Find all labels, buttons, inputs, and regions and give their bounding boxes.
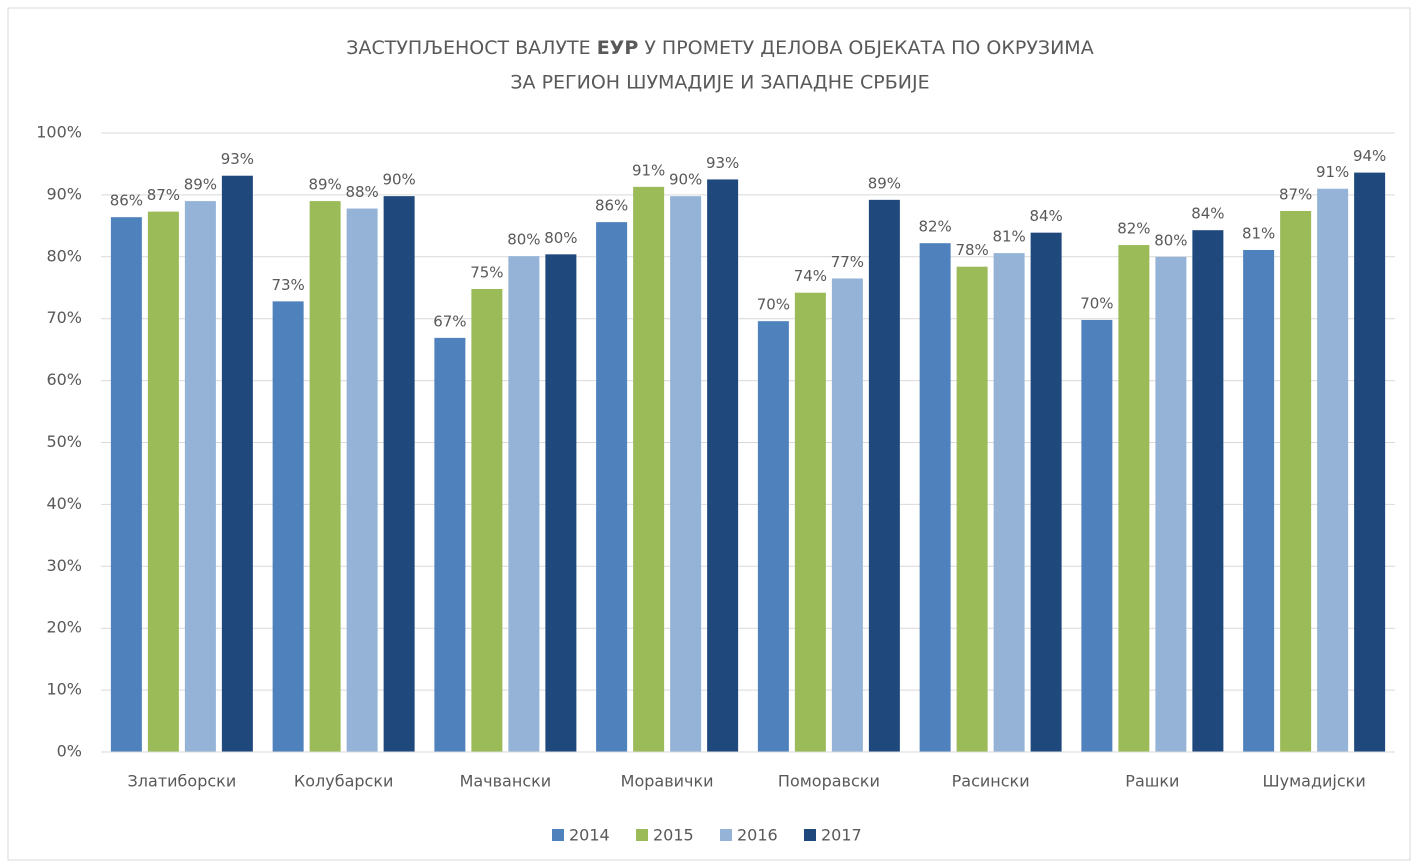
data-label: 84% <box>1029 207 1062 225</box>
bar <box>346 208 378 752</box>
x-tick-label: Поморавски <box>778 772 880 791</box>
y-tick-label: 0% <box>57 742 82 761</box>
y-tick-label: 70% <box>46 308 82 327</box>
data-label: 67% <box>433 312 466 330</box>
y-tick-label: 100% <box>36 123 82 142</box>
data-label: 81% <box>1242 224 1275 242</box>
data-label: 89% <box>308 176 341 194</box>
data-label: 86% <box>595 197 628 215</box>
bar <box>471 288 503 752</box>
bar <box>670 196 702 752</box>
legend-swatch <box>720 829 732 841</box>
legend-label: 2016 <box>737 826 778 845</box>
data-label: 80% <box>507 231 540 249</box>
data-label: 91% <box>1316 163 1349 181</box>
bar <box>1243 249 1275 752</box>
y-tick-label: 80% <box>46 246 82 265</box>
data-label: 94% <box>1353 147 1386 165</box>
y-tick-label: 30% <box>46 556 82 575</box>
y-tick-label: 20% <box>46 618 82 637</box>
x-tick-label: Шумадијски <box>1263 772 1366 791</box>
title-part: ЕУР <box>597 37 639 59</box>
bar <box>545 254 577 752</box>
bar <box>707 179 739 753</box>
bar <box>309 201 341 753</box>
data-label: 90% <box>669 171 702 189</box>
chart-subtitle: ЗА РЕГИОН ШУМАДИЈЕ И ЗАПАДНЕ СРБИЈЕ <box>510 72 929 94</box>
data-label: 84% <box>1191 205 1224 223</box>
bar <box>508 256 540 752</box>
y-tick-label: 10% <box>46 680 82 699</box>
title-part: У ПРОМЕТУ ДЕЛОВА ОБЈЕКАТА ПО ОКРУЗИМА <box>644 37 1093 59</box>
bar <box>794 292 826 752</box>
legend-label: 2017 <box>821 826 862 845</box>
data-label: 70% <box>1080 294 1113 312</box>
bar <box>147 211 179 752</box>
data-label: 93% <box>706 154 739 172</box>
data-label: 82% <box>918 218 951 236</box>
bar <box>272 301 304 752</box>
x-tick-label: Рашки <box>1125 772 1179 791</box>
y-tick-label: 50% <box>46 432 82 451</box>
data-label: 89% <box>184 176 217 194</box>
data-label: 80% <box>1154 231 1187 249</box>
y-tick-label: 40% <box>46 494 82 513</box>
title-part: ЗАСТУПЉЕНОСТ ВАЛУТЕ <box>346 37 590 59</box>
bar <box>919 243 951 752</box>
data-label: 89% <box>868 174 901 192</box>
y-tick-label: 60% <box>46 370 82 389</box>
bar <box>110 217 142 752</box>
legend-swatch <box>552 829 564 841</box>
bar <box>221 175 253 752</box>
bar <box>1118 245 1150 752</box>
data-label: 80% <box>544 229 577 247</box>
legend-swatch <box>636 829 648 841</box>
bar <box>633 186 665 752</box>
bar <box>993 253 1025 752</box>
data-label: 70% <box>757 296 790 314</box>
data-label: 87% <box>147 186 180 204</box>
data-label: 87% <box>1279 185 1312 203</box>
data-label: 88% <box>345 183 378 201</box>
data-label: 73% <box>271 276 304 294</box>
data-label: 86% <box>110 192 143 210</box>
x-tick-label: Моравички <box>621 772 714 791</box>
bar <box>1155 256 1187 752</box>
bar <box>757 321 789 752</box>
data-label: 90% <box>382 171 415 189</box>
y-tick-label: 90% <box>46 184 82 203</box>
bar <box>1192 230 1224 753</box>
bar <box>956 266 988 752</box>
chart-title: ЗАСТУПЉЕНОСТ ВАЛУТЕ ЕУР У ПРОМЕТУ ДЕЛОВА… <box>346 37 1093 59</box>
data-label: 81% <box>992 228 1025 246</box>
bar <box>831 278 863 752</box>
data-label: 82% <box>1117 220 1150 238</box>
x-tick-label: Расински <box>952 772 1030 791</box>
bar <box>1030 232 1062 752</box>
bar <box>596 222 628 753</box>
bar <box>434 337 466 752</box>
data-label: 93% <box>221 150 254 168</box>
data-label: 91% <box>632 161 665 179</box>
bar <box>1317 188 1349 752</box>
x-tick-label: Мачвански <box>460 772 552 791</box>
data-label: 78% <box>955 241 988 259</box>
data-label: 77% <box>831 253 864 271</box>
bar <box>1354 172 1386 753</box>
bar <box>1280 210 1312 752</box>
legend-label: 2015 <box>653 826 694 845</box>
legend-swatch <box>804 829 816 841</box>
data-label: 75% <box>470 263 503 281</box>
bar <box>184 201 216 753</box>
data-label: 74% <box>794 267 827 285</box>
x-tick-label: Колубарски <box>294 772 394 791</box>
legend-label: 2014 <box>569 826 610 845</box>
bar <box>383 196 415 752</box>
x-tick-label: Златиборски <box>128 772 237 791</box>
bar <box>868 199 900 753</box>
bar <box>1081 319 1113 752</box>
